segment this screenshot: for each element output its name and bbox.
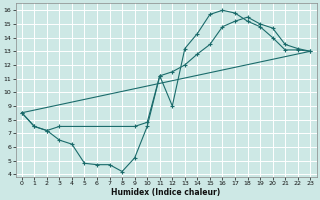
X-axis label: Humidex (Indice chaleur): Humidex (Indice chaleur) bbox=[111, 188, 221, 197]
